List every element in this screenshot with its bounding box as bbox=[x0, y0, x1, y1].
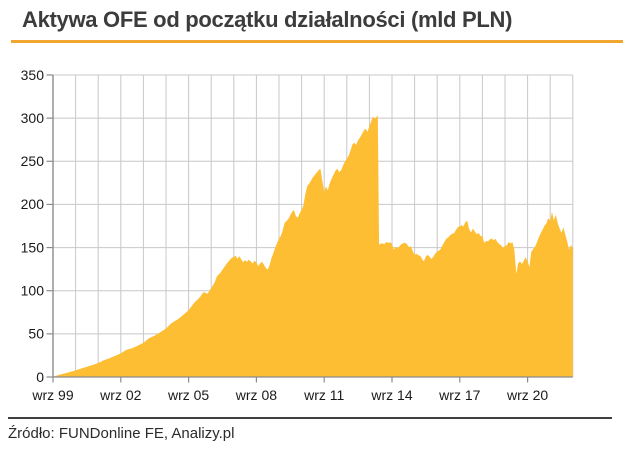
x-axis-tick-label: wrz 14 bbox=[370, 387, 412, 403]
x-axis-tick-label: wrz 20 bbox=[506, 387, 548, 403]
y-axis-tick-label: 250 bbox=[21, 153, 45, 169]
y-axis-tick-label: 200 bbox=[21, 196, 45, 212]
x-axis-tick-label: wrz 05 bbox=[167, 387, 209, 403]
x-axis-tick-label: wrz 02 bbox=[99, 387, 141, 403]
x-axis-tick-label: wrz 11 bbox=[303, 387, 344, 403]
x-axis-tick-label: wrz 99 bbox=[31, 387, 73, 403]
title-underline bbox=[11, 40, 623, 43]
x-axis-tick-label: wrz 17 bbox=[438, 387, 480, 403]
x-axis-tick-label: wrz 08 bbox=[235, 387, 277, 403]
page-title: Aktywa OFE od początku działalności (mld… bbox=[22, 7, 513, 32]
y-axis-tick-label: 0 bbox=[36, 369, 44, 385]
footer-divider bbox=[8, 417, 612, 419]
y-axis-tick-label: 100 bbox=[21, 283, 45, 299]
y-axis-tick-label: 150 bbox=[21, 239, 45, 255]
area-series bbox=[53, 115, 573, 378]
y-axis-tick-label: 50 bbox=[28, 326, 44, 342]
y-axis-tick-label: 350 bbox=[21, 67, 45, 83]
footer-source-text: Źródło: FUNDonline FE, Analizy.pl bbox=[8, 425, 235, 442]
y-axis-tick-label: 300 bbox=[21, 110, 45, 126]
